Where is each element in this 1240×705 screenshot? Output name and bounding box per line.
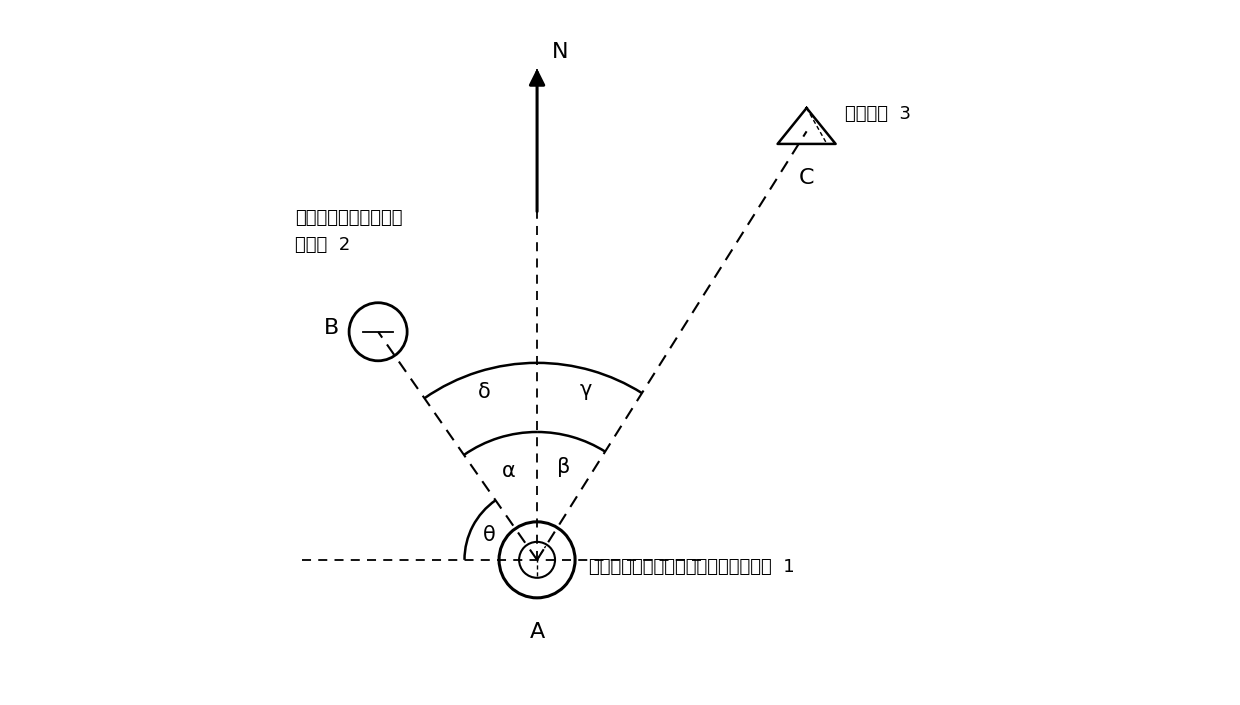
- Text: B: B: [324, 319, 339, 338]
- Text: δ: δ: [477, 381, 491, 402]
- Text: C: C: [799, 168, 815, 188]
- Text: 旋天线  2: 旋天线 2: [295, 236, 351, 255]
- Text: N: N: [552, 42, 569, 62]
- Text: γ: γ: [580, 381, 591, 400]
- Text: θ: θ: [482, 525, 496, 545]
- Text: 从卫星接收机与四壁螺: 从卫星接收机与四壁螺: [295, 209, 403, 227]
- Text: 主卫星接收机与四壁螺旋天线及指示仪  1: 主卫星接收机与四壁螺旋天线及指示仪 1: [589, 558, 795, 576]
- Text: α: α: [502, 461, 516, 481]
- Text: A: A: [529, 622, 544, 642]
- Text: β: β: [557, 457, 570, 477]
- Text: 观测目标  3: 观测目标 3: [844, 105, 910, 123]
